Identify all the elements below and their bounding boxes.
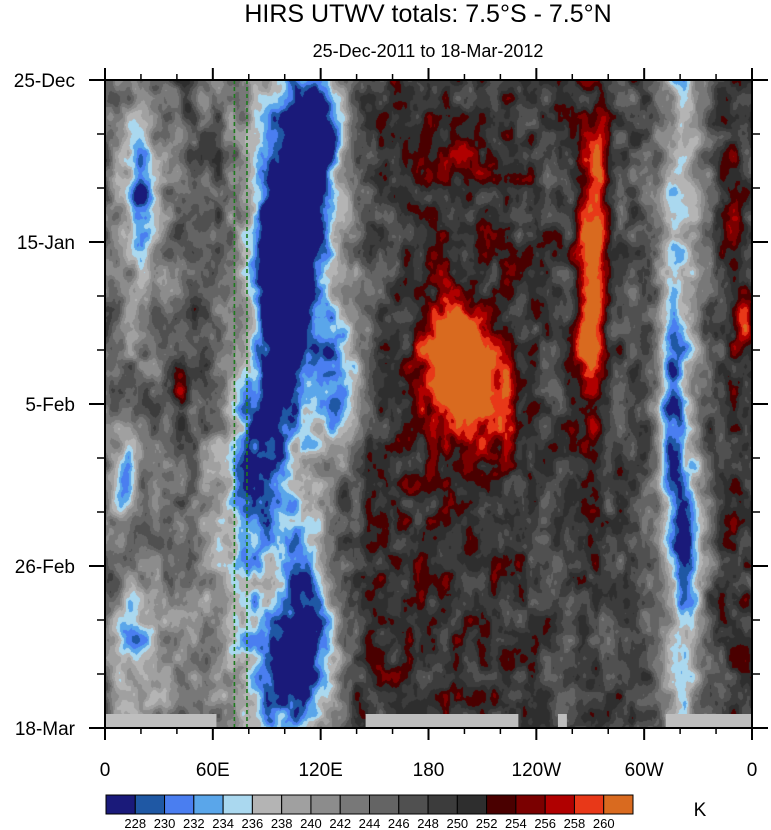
colorbar-swatch — [164, 794, 195, 815]
colorbar-swatch — [134, 794, 166, 815]
colorbar-swatch — [281, 794, 312, 815]
chart-subtitle: 25-Dec-2011 to 18-Mar-2012 — [313, 41, 544, 61]
x-tick-label: 120W — [512, 760, 562, 781]
y-tick-label: 26-Feb — [15, 557, 75, 578]
colorbar-label: 256 — [534, 816, 556, 830]
colorbar-label: 258 — [564, 816, 586, 830]
colorbar-swatch — [222, 794, 253, 815]
x-tick-label: 180 — [413, 760, 445, 781]
missing-data-bar — [665, 714, 752, 728]
colorbar-label: 248 — [417, 816, 439, 830]
colorbar-unit: K — [694, 800, 707, 821]
colorbar-swatch — [251, 794, 283, 815]
colorbar-label: 240 — [300, 816, 322, 830]
x-axis: 0 60E 120E 180 120W 60W 0 — [100, 68, 758, 781]
missing-data-bar — [105, 714, 217, 728]
chart-title: HIRS UTWV totals: 7.5°S - 7.5°N — [244, 0, 611, 28]
reference-lines — [233, 80, 248, 728]
colorbar-label: 244 — [359, 816, 381, 830]
colorbar-swatch — [310, 794, 341, 815]
missing-data-bar — [557, 714, 567, 728]
colorbar-swatch — [105, 794, 136, 815]
x-tick-label: 60E — [196, 760, 230, 781]
colorbar-swatch — [398, 794, 429, 815]
missing-data-layer — [105, 714, 752, 728]
colorbar-label: 228 — [124, 816, 146, 830]
colorbar-swatch — [573, 794, 605, 815]
colorbar-label: 246 — [388, 816, 410, 830]
missing-data-bar — [365, 714, 519, 728]
colorbar-label: 242 — [329, 816, 351, 830]
colorbar-swatch — [369, 794, 400, 815]
heatmap-field — [105, 80, 752, 728]
y-tick-label: 15-Jan — [17, 233, 75, 254]
colorbar-swatch — [193, 794, 224, 815]
y-tick-label: 5-Feb — [25, 395, 75, 416]
colorbar: 228 230 232 234 236 238 240 242 244 246 248 250 252 2… — [105, 794, 634, 830]
colorbar-label: 230 — [154, 816, 176, 830]
x-tick-label: 60W — [625, 760, 664, 781]
colorbar-swatch — [339, 794, 371, 815]
colorbar-label: 260 — [593, 816, 615, 830]
colorbar-label: 236 — [242, 816, 264, 830]
colorbar-swatch — [603, 794, 634, 815]
colorbar-label: 250 — [446, 816, 468, 830]
colorbar-label: 234 — [212, 816, 234, 830]
colorbar-label: 232 — [183, 816, 205, 830]
colorbar-swatch — [427, 794, 458, 815]
colorbar-label: 238 — [271, 816, 293, 830]
colorbar-label: 254 — [505, 816, 527, 830]
x-tick-label: 120E — [298, 760, 342, 781]
y-tick-label: 25-Dec — [14, 71, 75, 92]
colorbar-label: 252 — [476, 816, 498, 830]
colorbar-swatch — [486, 794, 517, 815]
colorbar-swatch — [544, 794, 575, 815]
x-tick-label: 0 — [747, 760, 758, 781]
y-axis: 25-Dec 15-Jan 5-Feb 26-Feb 18-Mar — [14, 71, 768, 740]
y-tick-label: 18-Mar — [15, 719, 76, 740]
x-tick-label: 0 — [100, 760, 111, 781]
colorbar-swatch — [456, 794, 488, 815]
colorbar-swatch — [515, 794, 546, 815]
